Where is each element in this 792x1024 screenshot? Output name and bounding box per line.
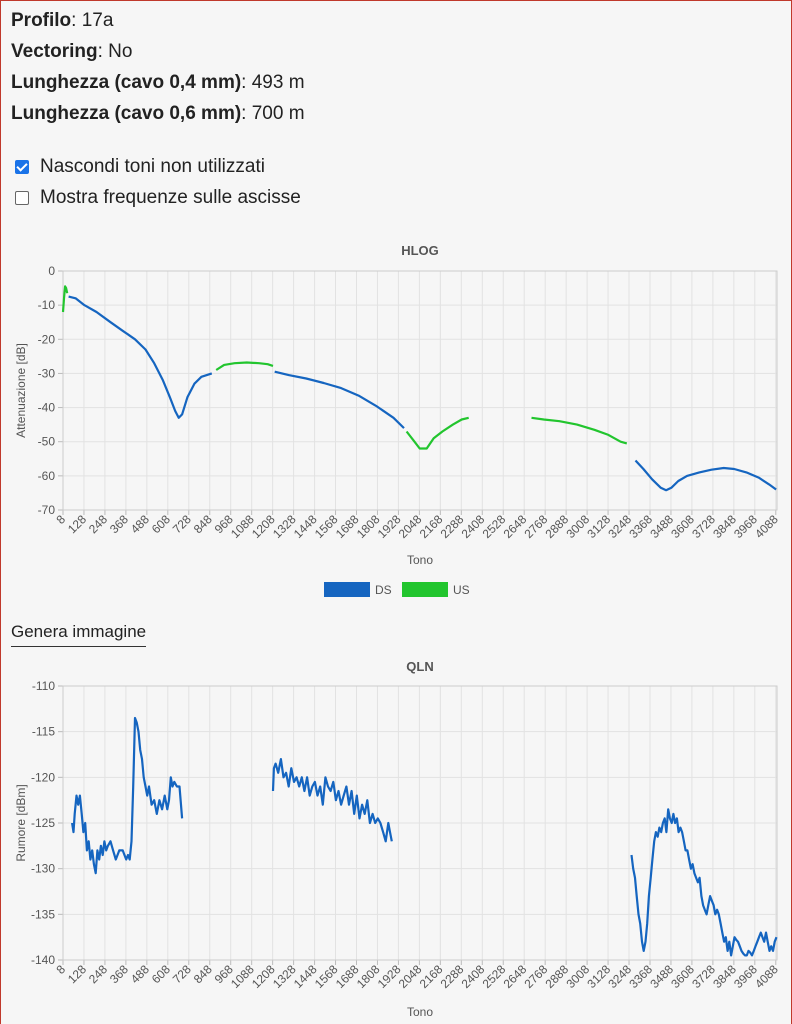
x-tick-label: 248: [86, 962, 110, 986]
y-tick-label: 0: [48, 264, 55, 278]
y-tick-label: -70: [38, 503, 56, 517]
series-line-ds: [630, 808, 778, 957]
x-tick-label: 4088: [752, 962, 781, 991]
x-tick-label: 728: [170, 962, 194, 986]
hide-unused-option[interactable]: Nascondi toni non utilizzati: [15, 151, 301, 182]
hlog-chart: HLOG0-10-20-30-40-50-60-7081282483684886…: [14, 243, 781, 597]
y-tick-label: -50: [38, 435, 56, 449]
length-06-row: Lunghezza (cavo 0,6 mm): 700 m: [11, 103, 305, 124]
chart-title: HLOG: [401, 243, 439, 258]
legend-swatch-us: [402, 582, 448, 597]
length-04-row: Lunghezza (cavo 0,4 mm): 493 m: [11, 72, 305, 93]
x-tick-label: 248: [86, 512, 110, 536]
y-tick-label: -60: [38, 469, 56, 483]
series-line-ds: [71, 716, 184, 875]
legend-swatch-ds: [324, 582, 370, 597]
series-line-ds: [68, 295, 213, 419]
x-tick-label: 488: [128, 962, 152, 986]
y-tick-label: -30: [38, 366, 56, 380]
x-tick-label: 728: [170, 512, 194, 536]
series-line-us: [405, 416, 469, 450]
series-line-us: [61, 285, 69, 313]
y-tick-label: -125: [31, 816, 55, 830]
show-freq-option[interactable]: Mostra frequenze sulle ascisse: [15, 182, 301, 213]
x-tick-label: 848: [191, 962, 215, 986]
line-info: Profilo: 17a Vectoring: No Lunghezza (ca…: [11, 7, 305, 131]
series-line-ds: [634, 459, 777, 492]
y-tick-label: -135: [31, 907, 55, 921]
series-line-ds: [274, 370, 405, 429]
y-tick-label: -10: [38, 298, 56, 312]
x-tick-label: 128: [65, 512, 89, 536]
series-line-ds: [271, 758, 393, 843]
x-tick-label: 4088: [752, 512, 781, 541]
y-tick-label: -140: [31, 953, 55, 967]
x-tick-label: 608: [149, 962, 173, 986]
generate-image-link[interactable]: Genera immagine: [11, 622, 147, 647]
y-tick-label: -40: [38, 401, 56, 415]
x-tick-label: 368: [107, 512, 131, 536]
show-freq-label[interactable]: Mostra frequenze sulle ascisse: [40, 186, 301, 208]
y-axis-label: Attenuazione [dB]: [14, 343, 28, 438]
options-panel: Nascondi toni non utilizzati Mostra freq…: [15, 151, 301, 213]
y-tick-label: -130: [31, 862, 55, 876]
show-freq-checkbox[interactable]: [15, 190, 29, 205]
y-tick-label: -115: [32, 725, 55, 739]
y-tick-label: -120: [31, 770, 55, 784]
x-tick-label: 608: [149, 512, 173, 536]
qln-chart: QLN-110-115-120-125-130-135-140812824836…: [14, 659, 781, 1019]
legend-label-ds: DS: [375, 583, 392, 597]
y-tick-label: -110: [32, 679, 55, 693]
x-tick-label: 368: [107, 962, 131, 986]
vectoring-row: Vectoring: No: [11, 41, 133, 62]
plot-area: [62, 685, 778, 961]
x-tick-label: 128: [65, 962, 89, 986]
series-line-us: [531, 416, 628, 445]
x-axis-label: Tono: [407, 553, 433, 567]
series-line-us: [215, 361, 274, 371]
y-axis-label: Rumore [dBm]: [14, 784, 28, 861]
plot-area: [62, 270, 778, 511]
hide-unused-checkbox[interactable]: [15, 159, 29, 174]
legend-label-us: US: [453, 583, 470, 597]
x-axis-label: Tono: [407, 1005, 433, 1019]
y-tick-label: -20: [38, 332, 56, 346]
x-tick-label: 848: [191, 512, 215, 536]
hide-unused-label[interactable]: Nascondi toni non utilizzati: [40, 155, 265, 177]
chart-title: QLN: [406, 659, 433, 674]
profile-row: Profilo: 17a: [11, 10, 114, 31]
x-tick-label: 488: [128, 512, 152, 536]
